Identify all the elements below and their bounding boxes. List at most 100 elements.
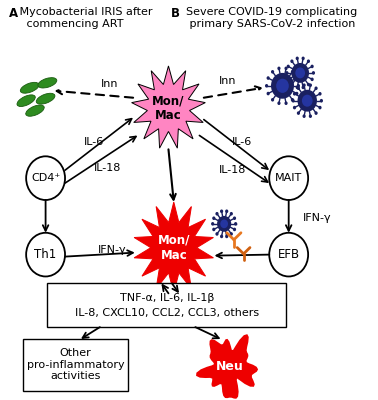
Text: Mac: Mac [155,109,182,122]
Circle shape [320,99,323,102]
Circle shape [220,220,228,228]
Ellipse shape [36,93,55,104]
Text: IL-6: IL-6 [84,138,104,148]
Circle shape [269,156,308,200]
Circle shape [215,232,218,236]
Circle shape [297,111,300,115]
Circle shape [215,212,218,216]
Circle shape [233,228,236,231]
Circle shape [234,222,237,226]
Circle shape [287,65,290,68]
Circle shape [297,84,300,88]
Circle shape [266,76,270,80]
Polygon shape [134,202,214,293]
Text: IL-18: IL-18 [219,165,247,175]
Text: Mon/: Mon/ [152,94,184,107]
Circle shape [302,86,305,89]
Polygon shape [132,66,205,148]
Circle shape [225,235,228,238]
Circle shape [290,60,293,63]
Circle shape [311,78,314,81]
Circle shape [297,86,300,90]
Circle shape [293,92,296,96]
Circle shape [26,156,65,200]
Circle shape [285,66,288,70]
Circle shape [290,83,293,86]
Text: Inn: Inn [219,76,237,86]
Circle shape [271,73,294,99]
Circle shape [285,71,288,75]
Circle shape [295,92,298,95]
Circle shape [296,56,299,60]
Circle shape [266,92,270,95]
Text: Inn: Inn [101,79,118,89]
Circle shape [220,235,223,238]
Circle shape [271,70,274,74]
Circle shape [295,68,305,78]
Circle shape [277,102,280,105]
Text: Severe COVID-19 complicating
   primary SARS-CoV-2 infection: Severe COVID-19 complicating primary SAR… [179,7,357,29]
Text: EFB: EFB [277,248,300,261]
Circle shape [302,114,306,118]
Circle shape [212,216,215,220]
Circle shape [269,233,308,276]
Text: Other
pro-inflammatory
activities: Other pro-inflammatory activities [27,348,124,382]
Circle shape [276,79,289,93]
Text: A: A [8,7,18,20]
Circle shape [307,83,310,86]
Circle shape [311,65,314,68]
Text: IFN-γ: IFN-γ [98,245,126,255]
Text: Neu: Neu [215,360,243,373]
Circle shape [220,210,223,213]
Circle shape [312,71,315,75]
Circle shape [230,232,233,236]
Circle shape [297,90,317,112]
Circle shape [318,92,322,96]
Circle shape [225,210,228,213]
Bar [47,284,286,327]
Text: IFN-γ: IFN-γ [303,213,332,223]
Text: B: B [171,7,180,20]
Circle shape [277,66,280,70]
Circle shape [302,56,305,60]
Circle shape [271,98,274,102]
Circle shape [314,111,318,115]
Ellipse shape [38,78,57,88]
Circle shape [302,84,306,87]
Circle shape [291,70,294,74]
Circle shape [212,228,215,231]
Circle shape [318,106,322,109]
Circle shape [233,216,236,220]
Ellipse shape [26,105,44,116]
Text: Mac: Mac [160,249,187,262]
Circle shape [211,222,214,226]
Circle shape [291,63,309,83]
Ellipse shape [17,95,35,106]
Circle shape [26,233,65,276]
Circle shape [293,106,296,109]
Circle shape [287,78,290,81]
Circle shape [285,102,288,105]
Circle shape [309,114,312,118]
Ellipse shape [20,82,39,93]
Circle shape [307,60,310,63]
Text: IL-8, CXCL10, CCL2, CCL3, others: IL-8, CXCL10, CCL2, CCL3, others [74,308,259,318]
Circle shape [296,86,299,89]
Circle shape [295,76,298,80]
Text: CD4⁺: CD4⁺ [31,173,60,183]
Text: TNF-α, IL-6, IL-1β: TNF-α, IL-6, IL-1β [119,293,214,303]
Text: Mycobacterial IRIS after
   commencing ART: Mycobacterial IRIS after commencing ART [16,7,153,29]
Polygon shape [196,334,258,399]
Text: IL-6: IL-6 [232,138,252,148]
Circle shape [230,212,233,216]
Circle shape [302,95,313,107]
Text: Th1: Th1 [34,248,57,261]
Bar [23,339,128,391]
Circle shape [217,216,231,232]
Circle shape [309,84,312,87]
Text: MAIT: MAIT [275,173,302,183]
Circle shape [291,98,294,102]
Circle shape [265,84,268,88]
Circle shape [314,86,318,90]
Circle shape [291,99,295,102]
